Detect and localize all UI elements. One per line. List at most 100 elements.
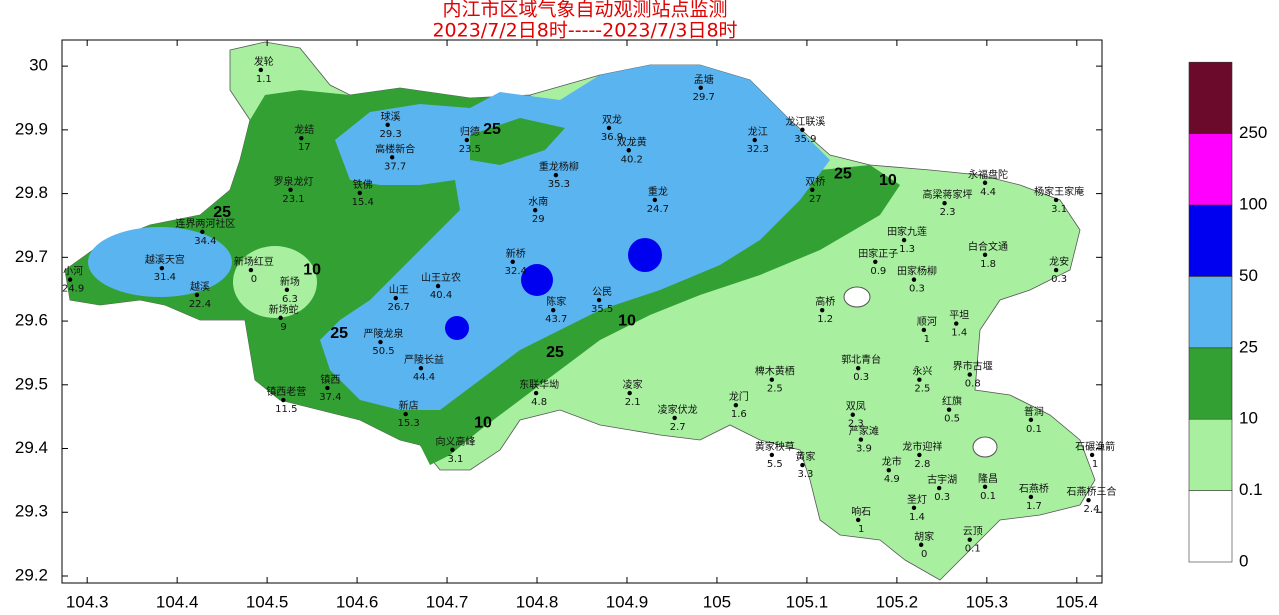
legend-label: 100 [1239,194,1267,213]
y-tick-label: 29.3 [15,502,48,521]
station-dot [278,315,283,321]
station-value: 37.4 [319,392,341,403]
region-50-100 [445,316,469,340]
station-dot [248,267,254,273]
station-value: 1 [858,524,864,535]
station-dot [435,283,441,289]
station-dot [533,390,539,396]
station-value: 0.8 [965,379,981,390]
station-name: 龙结 [294,123,314,136]
station-dot [810,187,815,192]
x-tick-label: 104.8 [516,592,559,611]
rain-regions [64,41,1096,581]
station-value: 0.5 [944,414,960,425]
station-dot [921,327,927,333]
station-name: 黄家 [795,450,815,463]
station-name: 普润 [1024,405,1044,418]
station-name: 永兴 [912,365,932,378]
region-0.1-10 [233,246,317,318]
station-name: 龙江联溪 [785,115,825,128]
region-10-25 [470,118,565,165]
station-dot [1053,267,1059,273]
station-dot [946,407,952,412]
station-dot [982,252,988,257]
station-dot [389,155,395,160]
station-name: 田家正子 [858,247,898,260]
station-name: 龙门 [729,390,749,403]
station-dot [393,295,398,301]
station-dot [752,137,757,143]
legend-swatch [1188,61,1233,134]
station-value: 6.3 [282,294,298,305]
station-value: 3.9 [856,444,872,455]
station-dot [1086,497,1091,503]
station-value: 40.4 [430,290,452,301]
station-value: 35.9 [794,134,816,145]
station-name: 孟塘 [694,73,714,86]
station-dot [855,366,861,371]
station-name: 龙市 [882,455,902,468]
station-value: 2.7 [670,422,686,433]
station-name: 新桥 [506,247,526,260]
station-value: 26.7 [388,302,410,313]
y-tick-label: 29.5 [15,374,48,393]
x-tick-label: 105.3 [966,592,1009,611]
station-value: 23.5 [459,144,481,155]
station-name: 田家杨柳 [897,265,937,278]
contour-label: 25 [546,344,564,361]
x-tick-label: 104.3 [66,592,109,611]
y-tick-label: 29.6 [15,311,48,330]
station-value: 0.1 [965,544,981,555]
station-name: 隆昌 [978,472,998,485]
x-tick-label: 105.2 [876,592,919,611]
x-tick-label: 105.4 [1056,592,1099,611]
station-name: 高楼新合 [375,142,415,155]
legend-label: 250 [1239,123,1267,142]
station-dot [769,377,775,382]
station-dot [733,402,739,408]
station-value: 0.1 [980,491,996,502]
station-name: 镇西 [320,373,340,386]
station-dot [917,377,922,382]
station-name: 双桥 [805,176,825,188]
station-name: 重龙杨柳 [539,160,579,173]
station-dot [886,467,891,473]
station-dot [917,452,922,458]
station-name: 公民 [592,286,612,298]
station-name: 小河 [63,266,83,278]
station-name: 杨家王家庵 [1034,185,1084,198]
station-value: 2.5 [767,384,783,395]
subtitle: 2023/7/2日8时-----2023/7/3日8时 [432,20,737,42]
station-value: 2.5 [914,384,930,395]
station-value: 2.8 [914,459,930,470]
station-dot [918,542,924,547]
station-name: 山王 [389,284,409,296]
station-name: 镇西老营 [266,385,306,398]
station-value: 1.6 [731,409,747,420]
station-value: 0.3 [853,372,869,383]
station-name: 东联华坳 [519,378,559,391]
station-name: 陈家 [546,295,566,308]
station-name: 椑木黄栖 [755,365,795,378]
station-name: 古宇湖 [927,473,957,486]
station-dot [1053,197,1059,203]
station-name: 发轮 [254,55,274,68]
station-name: 向义高峰 [435,435,475,448]
station-name: 圣灯 [907,494,927,506]
y-tick-label: 29.2 [15,565,48,584]
station-name: 石燕桥三合 [1067,485,1117,498]
station-name: 龙安 [1049,255,1069,268]
station-value: 44.4 [413,372,435,383]
station-dot [284,287,290,293]
legend-swatch [1188,490,1233,563]
station-dot [551,308,556,313]
station-value: 31.4 [154,272,176,283]
station-dot [606,125,612,131]
station-value: 9 [280,322,286,333]
legend-label: 0.1 [1239,480,1263,499]
station-name: 越溪 [190,280,210,293]
station-name: 龙市迎祥 [902,440,942,453]
station-value: 1.8 [980,259,996,270]
region-0-0.1 [972,436,998,458]
